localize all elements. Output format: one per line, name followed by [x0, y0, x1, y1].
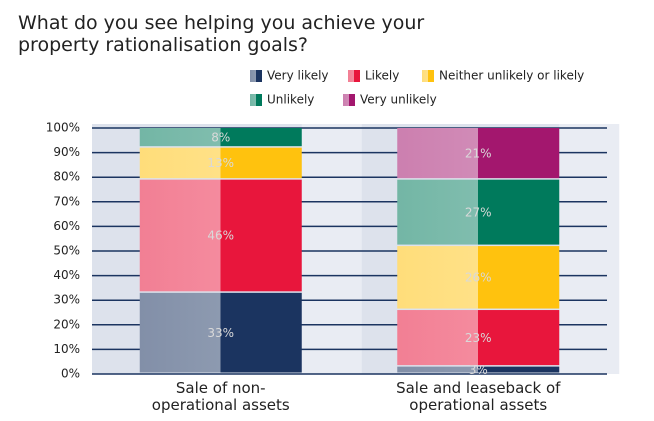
value-label: 23%	[465, 331, 492, 345]
legend-label: Very likely	[267, 69, 329, 83]
y-tick-label: 70%	[53, 194, 80, 208]
value-label: 3%	[469, 363, 488, 377]
y-tick-label: 80%	[53, 170, 80, 184]
x-tick-label: Sale and leaseback of operational assets	[396, 379, 561, 414]
legend-label: Very unlikely	[360, 93, 437, 107]
bar-segment	[397, 128, 560, 179]
legend-swatch	[422, 70, 434, 82]
legend-label: Likely	[365, 69, 399, 83]
legend-swatch	[250, 70, 262, 82]
legend-label: Neither unlikely or likely	[439, 69, 584, 83]
bar-segment	[397, 179, 560, 245]
y-tick-label: 100%	[46, 121, 80, 135]
legend-swatch	[250, 94, 262, 106]
y-tick-label: 20%	[53, 317, 80, 331]
value-label: 33%	[207, 326, 234, 340]
chart-title: What do you see helping you achieve your…	[18, 12, 425, 56]
bar-segment	[139, 147, 302, 179]
bar-segment	[139, 179, 302, 292]
y-tick-label: 10%	[53, 342, 80, 356]
legend-swatch	[348, 70, 360, 82]
value-label: 8%	[211, 130, 230, 144]
value-label: 13%	[207, 156, 234, 170]
value-label: 27%	[465, 205, 492, 219]
y-tick-label: 90%	[53, 145, 80, 159]
value-label: 46%	[207, 229, 234, 243]
bar-segment	[397, 246, 560, 309]
y-tick-label: 60%	[53, 219, 80, 233]
value-label: 21%	[465, 146, 492, 160]
value-label: 26%	[465, 271, 492, 285]
bar-segment	[397, 310, 560, 366]
y-tick-label: 30%	[53, 293, 80, 307]
column-shade	[559, 124, 620, 374]
bar-segment	[139, 292, 302, 373]
bar-segment	[139, 128, 302, 147]
column-shade	[301, 124, 362, 374]
x-tick-label: Sale of non-operational assets	[151, 379, 290, 414]
legend-label: Unlikely	[267, 93, 314, 107]
y-tick-label: 40%	[53, 268, 80, 282]
bar-segment	[397, 366, 560, 373]
legend-swatch	[343, 94, 355, 106]
y-tick-label: 50%	[53, 244, 80, 258]
y-tick-label: 0%	[61, 367, 80, 381]
